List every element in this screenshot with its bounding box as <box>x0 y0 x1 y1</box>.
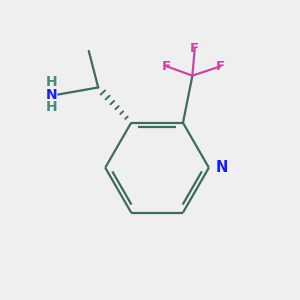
Text: F: F <box>162 60 171 73</box>
Text: H: H <box>45 100 57 115</box>
Text: H: H <box>45 75 57 88</box>
Text: N: N <box>45 88 57 101</box>
Text: F: F <box>190 42 199 55</box>
Text: F: F <box>216 60 225 73</box>
Text: N: N <box>215 160 228 175</box>
